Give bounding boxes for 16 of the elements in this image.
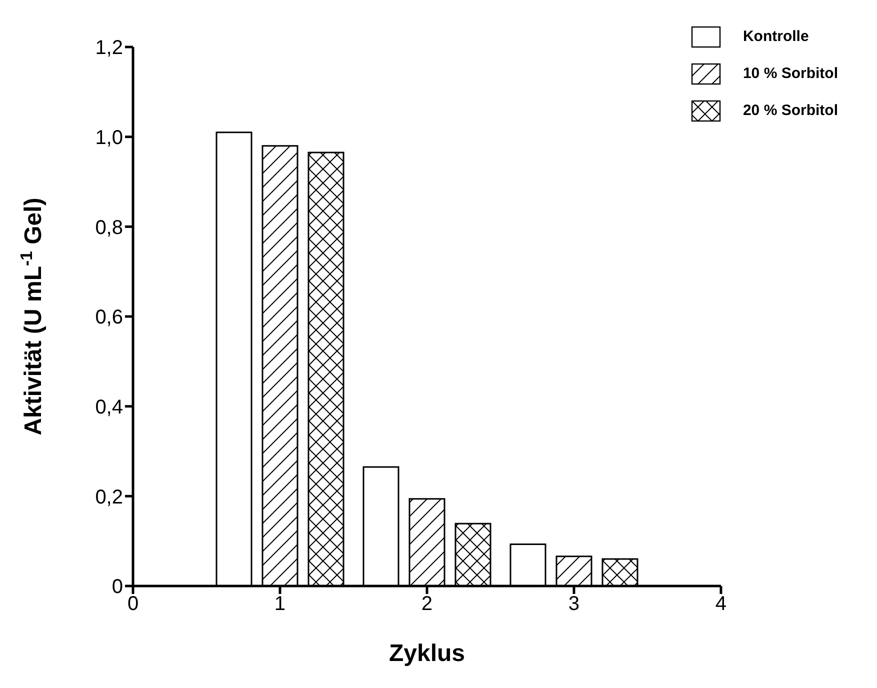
- x-axis-title: Zyklus: [388, 640, 465, 668]
- x-tick-label: 0: [127, 593, 139, 616]
- legend-label: 20 % Sorbitol: [742, 102, 838, 119]
- y-tick-label: 1,0: [95, 126, 123, 149]
- y-tick-label: 0: [112, 576, 123, 598]
- x-tick-label: 4: [715, 593, 727, 616]
- y-tick-label: 0,6: [95, 306, 123, 329]
- y-tick-label: 0,4: [95, 396, 123, 418]
- legend-label: 10 % Sorbitol: [742, 65, 838, 82]
- y-tick-label: 0,8: [95, 216, 123, 239]
- y-tick-label: 1,2: [95, 37, 123, 60]
- x-tick-label: 3: [568, 593, 580, 616]
- legend-label: Kontrolle: [742, 28, 809, 45]
- x-tick-label: 1: [274, 593, 286, 616]
- y-tick-label: 0,2: [95, 486, 123, 508]
- x-tick-label: 2: [421, 593, 433, 616]
